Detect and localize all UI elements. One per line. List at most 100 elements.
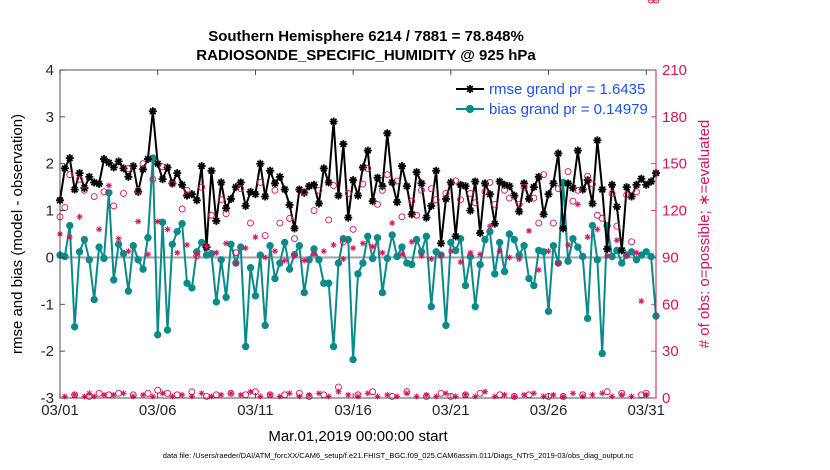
obs-evaluated-point [208,393,215,400]
rmse-point [226,194,235,203]
obs-possible-point [217,196,225,204]
obs-evaluated-point [169,393,176,400]
obs-possible-point [452,177,460,185]
rmse-point [324,178,333,187]
obs-evaluated-point [66,234,73,241]
obs-evaluated-point [86,390,93,397]
obs-evaluated-point [320,248,327,255]
legend: rmse grand pr = 1.6435 bias grand pr = 0… [451,78,651,118]
obs-possible-point [383,171,391,179]
rmse-point [139,165,148,174]
bias-point [564,257,572,265]
bias-point [476,260,484,269]
obs-evaluated-point [384,391,391,398]
legend-rmse-label: rmse grand pr = 1.6435 [489,81,645,98]
rmse-point [178,180,187,189]
obs-possible-point [374,200,381,208]
obs-possible-point [471,199,479,207]
rmse-point [275,172,284,181]
rmse-point [461,182,470,191]
rmse-point [339,140,348,149]
obs-evaluated-point [140,391,147,398]
obs-evaluated-point [462,391,469,398]
y-right-tick-label: 120 [662,203,687,220]
obs-possible-point [344,189,352,197]
rmse-point [173,169,182,178]
obs-evaluated-point [530,390,537,397]
rmse-point [65,154,74,163]
rmse-point [266,166,275,175]
obs-evaluated-point [438,252,445,259]
rmse-point [197,162,206,171]
obs-possible-point [505,194,513,202]
obs-evaluated-point [394,393,401,400]
obs-possible-point [237,185,245,193]
obs-evaluated-point [325,393,332,400]
obs-possible-point [134,186,142,194]
obs-possible-point [291,235,298,243]
rmse-point [564,179,573,188]
rmse-point [319,164,328,173]
bias-point [422,232,431,241]
bias-point [530,281,538,290]
obs-possible-point [564,168,572,175]
rmse-point [349,176,358,185]
bias-point [486,227,494,236]
obs-evaluated-point [159,390,166,397]
obs-evaluated-point [511,393,518,400]
bias-point [383,254,392,263]
rmse-point [544,190,553,199]
obs-evaluated-point [408,238,415,245]
bias-point [222,293,230,301]
rmse-point [608,180,617,189]
legend-rmse-marker [466,85,474,93]
obs-possible-point [364,164,372,172]
rmse-point [603,244,612,253]
obs-evaluated-point [628,393,635,400]
bias-point [647,252,655,261]
y-tick-label: -2 [41,343,54,360]
bias-point [539,248,548,256]
obs-possible-point [589,180,596,188]
bias-point [549,242,558,250]
rmse-point [261,192,270,201]
obs-evaluated-point [100,391,107,398]
x-tick-label: 03/26 [530,402,568,419]
obs-possible-point [554,185,562,193]
obs-evaluated-point [218,391,225,398]
bias-point [75,248,84,256]
y-right-tick-label: 60 [662,296,679,313]
bias-point [583,314,592,323]
x-tick-label: 03/16 [334,402,372,419]
obs-evaluated-point [633,249,640,256]
bias-point [66,221,74,230]
y-right-tick-label: 0 [662,390,670,407]
obs-possible-point [608,189,616,197]
bias-point [197,238,206,247]
bias-point [261,321,269,330]
obs-evaluated-point [584,234,591,241]
rmse-point [60,164,69,173]
rmse-point [432,166,441,175]
legend-box [451,78,651,118]
y-axis-label-left: rmse and bias (model - observation) [9,114,26,354]
obs-evaluated-point [154,218,161,225]
bias-point [144,234,152,242]
rmse-point [529,183,538,192]
bias-point [359,259,367,267]
obs-evaluated-point [496,248,503,255]
obs-possible-point [491,200,499,208]
obs-possible-point [481,188,489,196]
obs-evaluated-point [144,251,151,258]
rmse-point [251,190,260,199]
bias-point [491,270,499,278]
rmse-point [573,146,582,155]
obs-evaluated-point [350,245,357,252]
bias-point [178,219,186,228]
obs-evaluated-point [286,390,293,397]
obs-possible-point [90,193,98,200]
rmse-point [554,149,563,158]
obs-evaluated-point [574,201,581,208]
obs-evaluated-point [227,390,234,397]
rmse-point [476,229,485,238]
